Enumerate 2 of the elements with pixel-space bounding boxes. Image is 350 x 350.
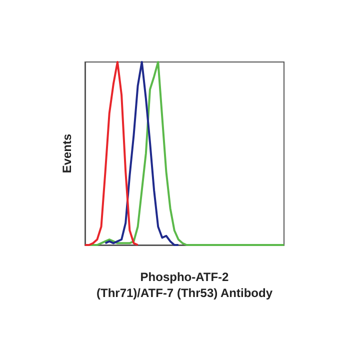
y-axis-title: Events <box>60 134 74 174</box>
x-axis-title: Phospho-ATF-2 (Thr71)/ATF-7 (Thr53) Antibody <box>96 270 273 300</box>
